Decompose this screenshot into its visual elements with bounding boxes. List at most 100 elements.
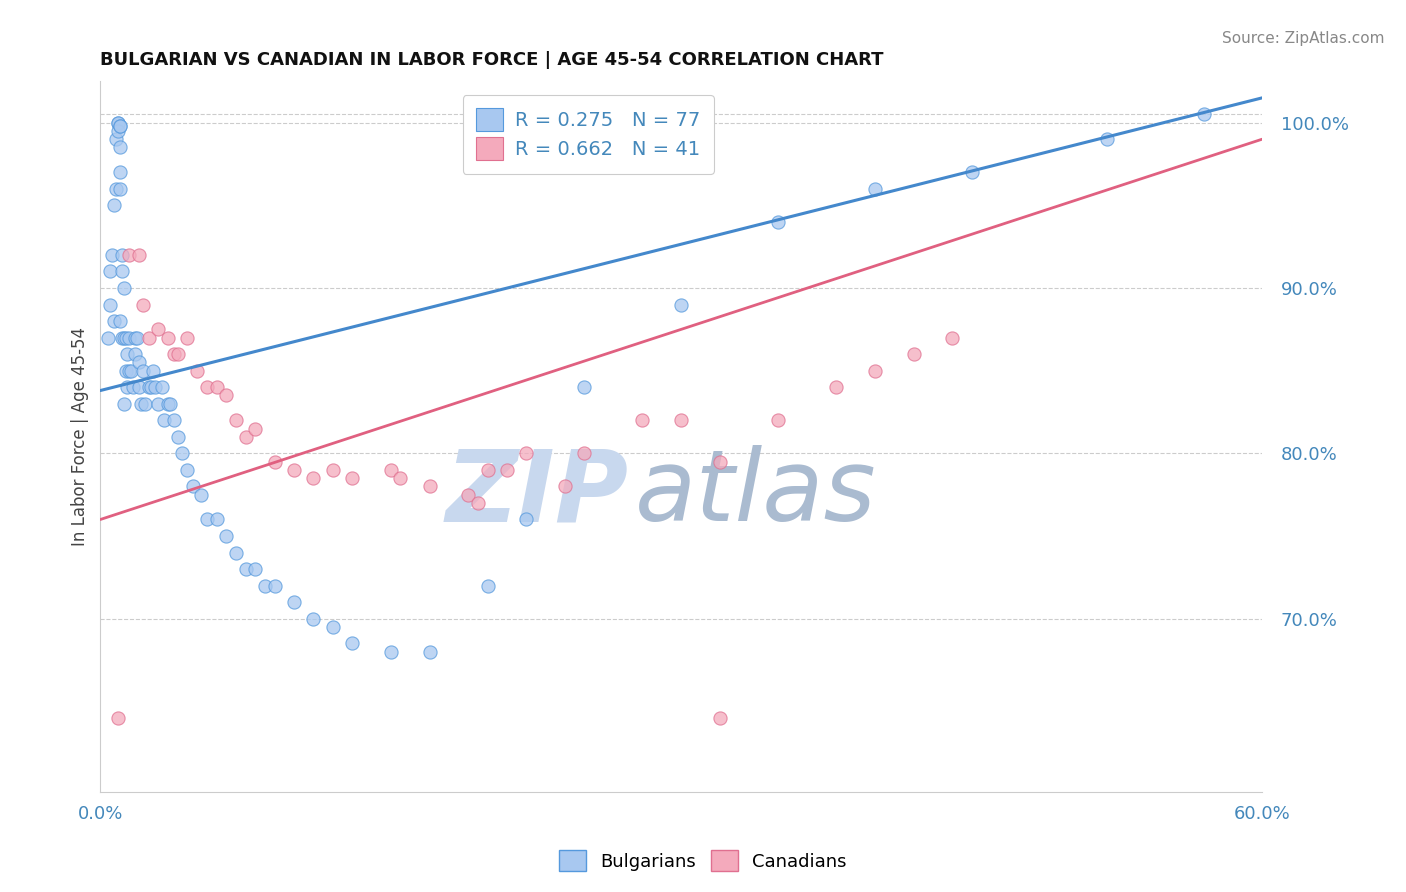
Y-axis label: In Labor Force | Age 45-54: In Labor Force | Age 45-54 [72, 327, 89, 546]
Point [101, 248, 124, 262]
Point [124, 347, 146, 361]
Point [195, 380, 218, 394]
Point [340, 636, 363, 650]
Point [97, 330, 120, 344]
Point [103, 314, 125, 328]
Point [389, 471, 412, 485]
Point [283, 463, 305, 477]
Point [148, 397, 170, 411]
Point [157, 397, 180, 411]
Point [554, 479, 576, 493]
Point [181, 479, 204, 493]
Point [205, 380, 228, 394]
Point [108, 182, 131, 196]
Point [863, 364, 886, 378]
Point [903, 347, 925, 361]
Point [245, 421, 267, 435]
Text: atlas: atlas [634, 445, 876, 542]
Point [128, 248, 150, 262]
Point [477, 579, 499, 593]
Point [118, 248, 141, 262]
Point [380, 463, 402, 477]
Point [108, 140, 131, 154]
Point [117, 347, 139, 361]
Point [111, 264, 134, 278]
Point [163, 347, 186, 361]
Point [477, 463, 499, 477]
Point [340, 471, 363, 485]
Point [128, 355, 150, 369]
Point [245, 562, 267, 576]
Point [128, 380, 150, 394]
Point [190, 488, 212, 502]
Point [98, 264, 121, 278]
Point [132, 364, 155, 378]
Point [766, 413, 789, 427]
Point [263, 455, 285, 469]
Point [302, 612, 325, 626]
Point [108, 119, 131, 133]
Point [302, 471, 325, 485]
Point [418, 479, 440, 493]
Point [215, 529, 238, 543]
Point [107, 124, 129, 138]
Point [150, 380, 173, 394]
Point [138, 330, 160, 344]
Point [263, 579, 285, 593]
Point [1095, 132, 1118, 146]
Point [941, 330, 963, 344]
Point [166, 430, 188, 444]
Point [671, 297, 693, 311]
Point [143, 380, 166, 394]
Point [118, 364, 141, 378]
Point [114, 364, 136, 378]
Point [108, 119, 131, 133]
Point [159, 397, 181, 411]
Point [107, 711, 129, 725]
Point [205, 512, 228, 526]
Point [195, 512, 218, 526]
Point [515, 446, 537, 460]
Point [139, 380, 162, 394]
Point [176, 463, 198, 477]
Point [107, 116, 129, 130]
Point [283, 595, 305, 609]
Point [134, 397, 156, 411]
Point [107, 116, 129, 130]
Point [574, 380, 596, 394]
Point [322, 463, 344, 477]
Point [863, 182, 886, 196]
Point [709, 711, 731, 725]
Point [418, 645, 440, 659]
Point [1192, 107, 1215, 121]
Point [380, 645, 402, 659]
Point [148, 322, 170, 336]
Point [132, 297, 155, 311]
Point [235, 562, 257, 576]
Point [120, 364, 142, 378]
Text: Source: ZipAtlas.com: Source: ZipAtlas.com [1222, 31, 1385, 46]
Point [112, 397, 135, 411]
Point [98, 297, 121, 311]
Point [225, 545, 247, 559]
Point [127, 330, 149, 344]
Point [103, 198, 125, 212]
Point [153, 413, 176, 427]
Point [104, 132, 127, 146]
Point [129, 397, 152, 411]
Point [467, 496, 489, 510]
Point [104, 182, 127, 196]
Point [235, 430, 257, 444]
Point [574, 446, 596, 460]
Point [142, 364, 165, 378]
Point [825, 380, 848, 394]
Point [114, 330, 136, 344]
Point [138, 380, 160, 394]
Point [118, 330, 141, 344]
Point [766, 215, 789, 229]
Point [960, 165, 983, 179]
Point [111, 330, 134, 344]
Point [124, 330, 146, 344]
Point [108, 165, 131, 179]
Point [215, 388, 238, 402]
